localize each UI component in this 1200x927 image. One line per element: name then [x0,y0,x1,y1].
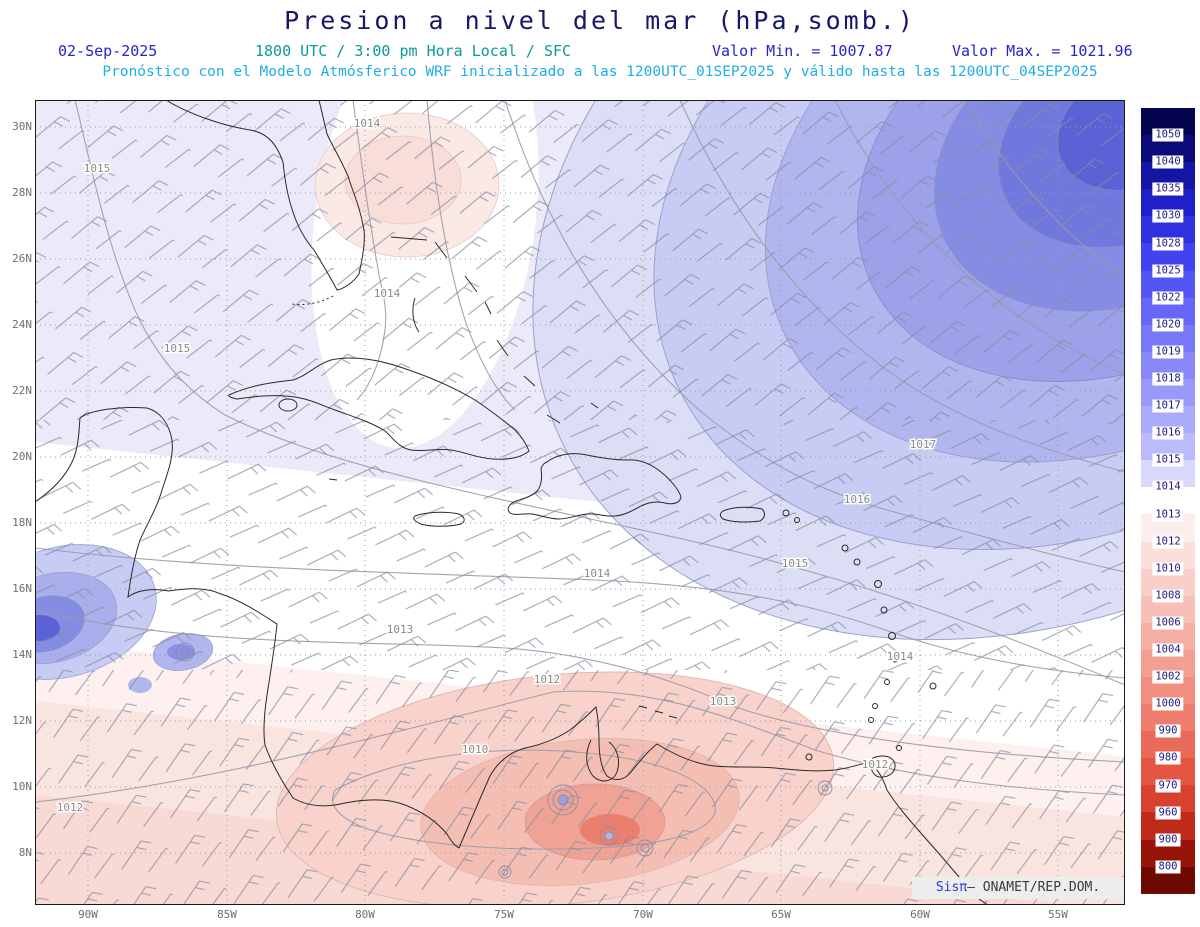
colorbar-tick-label: 900 [1155,833,1181,847]
contour-label: 1012 [57,801,84,814]
valid-date: 02-Sep-2025 [58,42,158,60]
colorbar-tick-label: 1040 [1152,155,1184,169]
lat-axis-label: 30N [12,120,32,133]
lat-axis-label: 16N [12,582,32,595]
contour-label: 1010 [462,743,489,756]
contour-label: 1012 [862,758,889,771]
lat-axis-label: 18N [12,516,32,529]
colorbar-tick-label: 1017 [1152,399,1184,413]
contour-label: 1017 [910,438,937,451]
lon-axis-label: 75W [494,908,514,921]
lat-axis-label: 14N [12,648,32,661]
lat-axis-label: 8N [18,846,32,859]
watermark-brand: Sisπ [935,880,968,895]
contour-label: 1015 [164,342,191,355]
coastlines [34,99,989,906]
contour-label: 1015 [84,162,111,175]
lon-axis-label: 85W [217,908,237,921]
colorbar-tick-label: 990 [1155,724,1181,738]
forecast-model-line: Pronóstico con el Modelo Atmósferico WRF… [102,64,1098,80]
contour-label: 1014 [584,567,611,580]
cuba-coast [228,357,530,460]
lat-axis-label: 26N [12,252,32,265]
colorbar: 1050 1040 1035 1030 1028 1025 1022 1020 1019 1018… [1141,108,1195,894]
colorbar-tick-label: 1019 [1152,345,1184,359]
contour-label: 1013 [387,623,414,636]
value-max: Valor Max. = 1021.96 [952,42,1133,60]
central-america-coast [34,407,460,849]
colorbar-tick-label: 1028 [1152,237,1184,251]
colorbar-tick-label: 980 [1155,751,1181,765]
lon-axis-label: 65W [771,908,791,921]
colorbar-tick-label: 1000 [1152,697,1184,711]
watermark: Sisπ– ONAMET/REP.DOM. [912,877,1124,899]
florida-coast [165,99,365,291]
lon-axis-label: 55W [1048,908,1068,921]
contour-label: 1015 [782,557,809,570]
contour-label: 1016 [844,493,871,506]
hispaniola-coast [507,453,682,520]
colorbar-tick-label: 1025 [1152,264,1184,278]
colorbar-tick-label: 1008 [1152,589,1184,603]
valid-time: 1800 UTC / 3:00 pm Hora Local / SFC [255,42,572,60]
lat-axis-label: 20N [12,450,32,463]
abc-islands [638,705,678,719]
page-title: Presion a nivel del mar (hPa,somb.) [284,6,916,35]
lon-axis-label: 90W [78,908,98,921]
contour-label: 1014 [887,650,914,663]
contour-label: 1014 [374,287,401,300]
jamaica-coast [413,511,465,527]
colorbar-tick-label: 1022 [1152,291,1184,305]
colorbar-tick-label: 1013 [1152,508,1184,522]
colorbar-tick-label: 1020 [1152,318,1184,332]
map-frame [35,100,1125,905]
colorbar-tick-label: 1014 [1152,480,1184,494]
colorbar-tick-label: 970 [1155,779,1181,793]
header-info-line: 02-Sep-2025 1800 UTC / 3:00 pm Hora Loca… [0,42,1200,62]
colorbar-tick-label: 1035 [1152,182,1184,196]
contour-label: 1012 [534,673,561,686]
lat-axis-label: 10N [12,780,32,793]
lat-axis-label: 12N [12,714,32,727]
colorbar-tick-label: 1012 [1152,535,1184,549]
colorbar-tick-label: 1010 [1152,562,1184,576]
contour-label: 1013 [710,695,737,708]
lat-axis-label: 22N [12,384,32,397]
trinidad-coast [870,755,896,778]
wind-barbs [35,100,1125,905]
colorbar-tick-label: 1018 [1152,372,1184,386]
lon-axis-label: 60W [910,908,930,921]
colorbar-tick-label: 1006 [1152,616,1184,630]
lake-maracaibo [586,739,620,782]
watermark-text: – ONAMET/REP.DOM. [967,880,1101,895]
colorbar-tick-label: 1002 [1152,670,1184,684]
florida-keys [290,295,334,305]
south-america-coast [458,705,989,906]
bahamas [328,236,599,481]
lon-axis-label: 80W [355,908,375,921]
colorbar-tick-label: 1030 [1152,209,1184,223]
puerto-rico-coast [719,506,765,523]
colorbar-tick-label: 800 [1155,860,1181,874]
lon-axis-label: 70W [633,908,653,921]
colorbar-tick-label: 1050 [1152,128,1184,142]
lat-axis-label: 28N [12,186,32,199]
colorbar-tick-label: 1015 [1152,453,1184,467]
isobar-labels: 1015 1015 1015 1014 1014 1014 1014 1016 1017 1013… [55,116,938,816]
contour-label: 1014 [354,117,381,130]
isle-of-youth [278,398,298,412]
colorbar-tick-label: 1004 [1152,643,1184,657]
colorbar-tick-label: 960 [1155,806,1181,820]
lesser-antilles [782,509,937,761]
colorbar-tick-label: 1016 [1152,426,1184,440]
value-min: Valor Min. = 1007.87 [712,42,893,60]
lat-axis-label: 24N [12,318,32,331]
